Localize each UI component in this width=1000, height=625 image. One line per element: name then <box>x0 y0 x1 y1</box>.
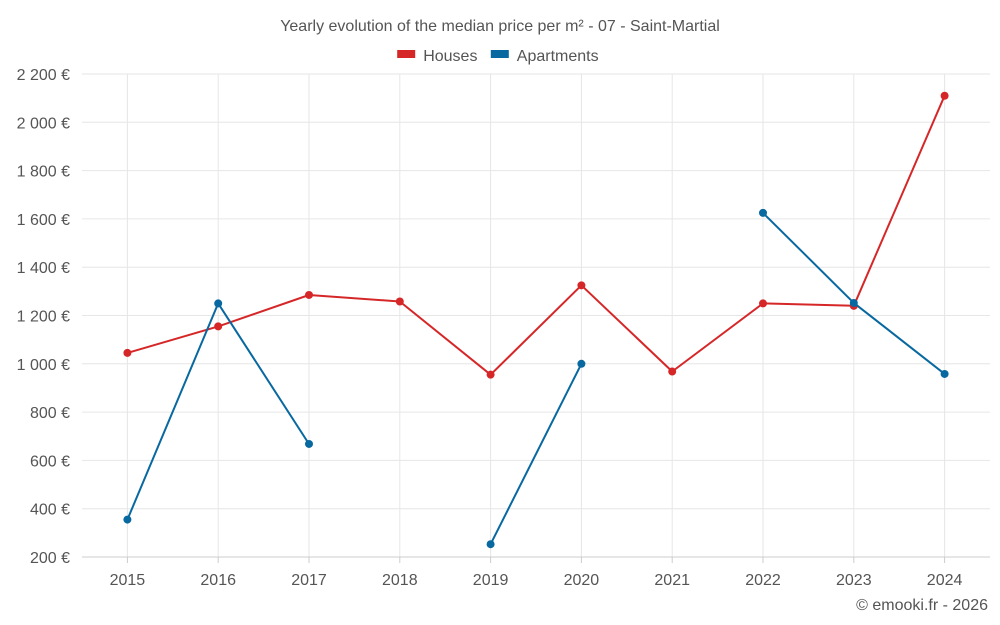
apartments-point-2016[interactable] <box>214 299 223 308</box>
series-apartments <box>123 208 949 549</box>
apartments-point-2015[interactable] <box>123 515 132 524</box>
legend-label-houses[interactable]: Houses <box>423 48 477 65</box>
series-houses <box>123 91 949 379</box>
houses-line-segment <box>127 95 946 376</box>
y-tick-label: 800 € <box>30 405 70 422</box>
houses-point-2015[interactable] <box>123 348 132 357</box>
x-tick-label: 2019 <box>473 572 509 589</box>
x-tick-label: 2016 <box>200 572 236 589</box>
x-tick-label: 2024 <box>927 572 963 589</box>
x-tick-label: 2021 <box>654 572 690 589</box>
houses-point-2018[interactable] <box>395 297 404 306</box>
houses-point-2024[interactable] <box>940 91 949 100</box>
legend-label-apartments[interactable]: Apartments <box>517 48 599 65</box>
houses-point-2022[interactable] <box>759 299 767 308</box>
chart-title: Yearly evolution of the median price per… <box>280 18 720 35</box>
y-tick-label: 600 € <box>30 453 70 470</box>
houses-point-2017[interactable] <box>305 290 313 299</box>
y-tick-label: 2 000 € <box>17 115 70 132</box>
y-tick-label: 1 000 € <box>17 357 70 374</box>
y-tick-label: 1 800 € <box>17 164 70 181</box>
y-tick-label: 200 € <box>30 550 70 567</box>
x-tick-label: 2023 <box>836 572 872 589</box>
y-tick-label: 1 200 € <box>17 309 70 326</box>
houses-point-2020[interactable] <box>577 281 586 290</box>
apartments-point-2019[interactable] <box>486 540 495 549</box>
legend: Houses Apartments <box>397 48 599 65</box>
x-tick-label: 2015 <box>110 572 146 589</box>
houses-point-2021[interactable] <box>668 367 677 376</box>
houses-point-2016[interactable] <box>214 322 223 331</box>
y-tick-label: 1 400 € <box>17 260 70 277</box>
apartments-point-2020[interactable] <box>577 359 586 368</box>
y-tick-label: 2 200 € <box>17 67 70 84</box>
credit-text: © emooki.fr - 2026 <box>856 597 988 614</box>
x-tick-label: 2022 <box>745 572 781 589</box>
apartments-line-segment <box>489 363 583 545</box>
y-tick-label: 1 600 € <box>17 212 70 229</box>
y-axis: 200 € 400 € 600 € 800 € 1 000 € 1 200 € 1 400 … <box>17 67 70 567</box>
series-layer <box>123 91 949 549</box>
legend-swatch-houses <box>397 50 416 58</box>
x-axis: 2015 2016 2017 2018 2019 2020 2021 2022 2023 2024 <box>82 556 990 589</box>
grid <box>82 73 990 558</box>
apartments-point-2017[interactable] <box>305 439 313 448</box>
x-tick-label: 2017 <box>291 572 327 589</box>
houses-point-2019[interactable] <box>486 370 495 379</box>
x-tick-label: 2018 <box>382 572 418 589</box>
apartments-point-2023[interactable] <box>849 298 858 307</box>
legend-swatch-apartments <box>490 50 509 58</box>
x-tick-label: 2020 <box>564 572 600 589</box>
apartments-point-2022[interactable] <box>759 208 767 217</box>
y-tick-label: 400 € <box>30 502 70 519</box>
apartments-point-2024[interactable] <box>940 369 949 378</box>
